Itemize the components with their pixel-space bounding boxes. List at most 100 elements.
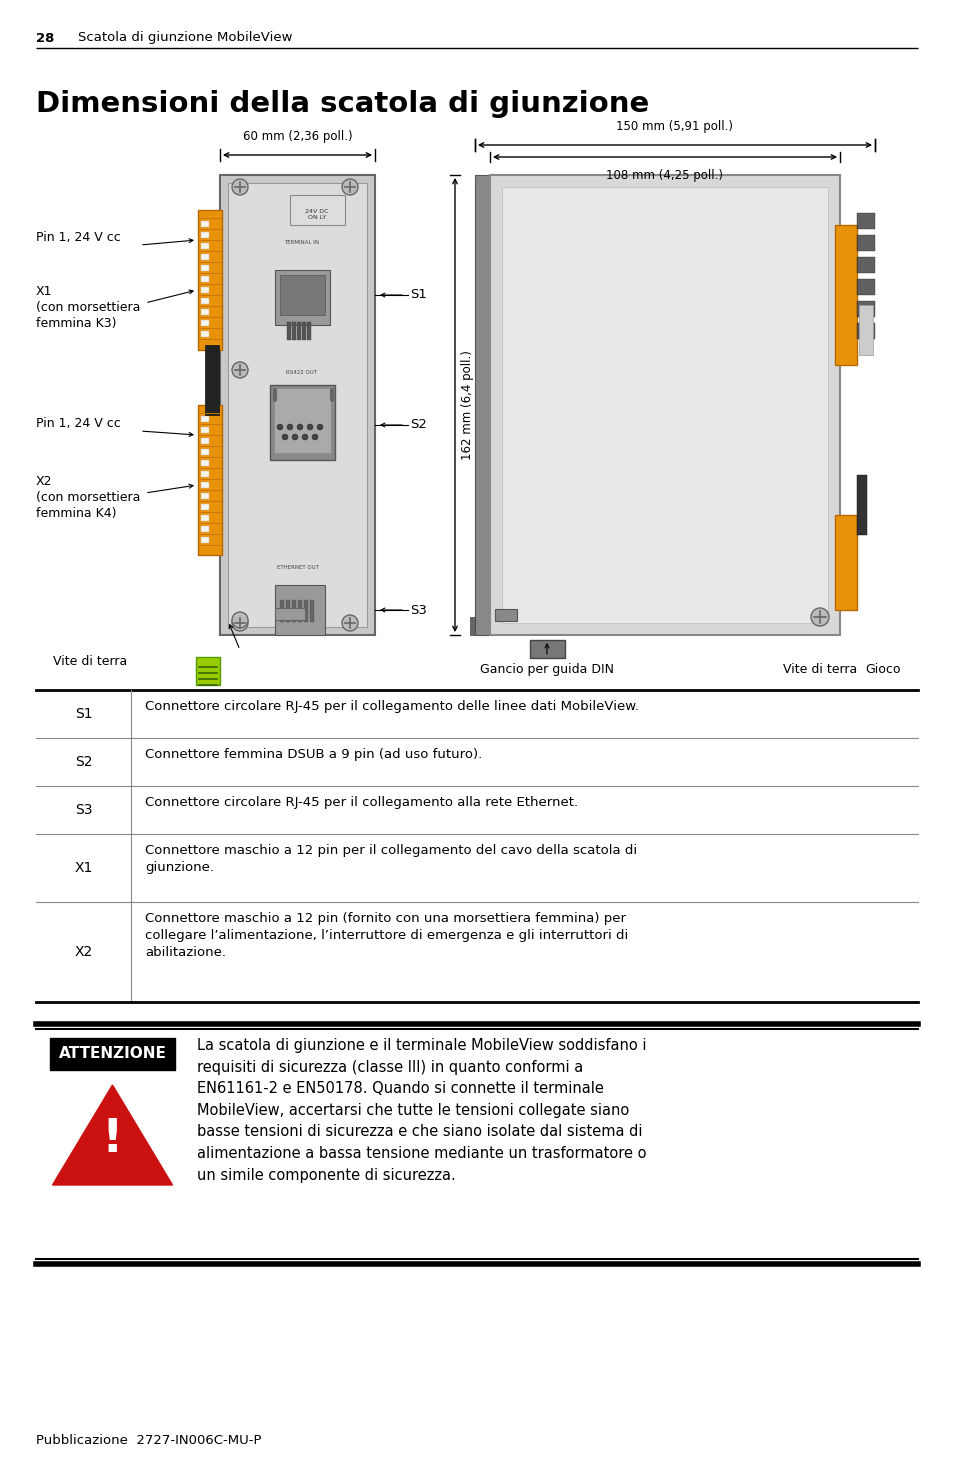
Text: X1: X1 [74, 861, 92, 875]
Bar [201, 288, 209, 294]
Bar [274, 608, 305, 620]
Text: !: ! [102, 1118, 123, 1162]
Circle shape [316, 423, 323, 431]
Bar [856, 301, 874, 317]
Circle shape [296, 423, 303, 431]
Bar [198, 406, 222, 555]
Text: Gancio per guida DIN: Gancio per guida DIN [479, 662, 614, 676]
Bar [495, 609, 517, 621]
Bar [290, 195, 345, 226]
Bar [280, 600, 284, 622]
Circle shape [302, 434, 308, 440]
Bar [834, 515, 856, 611]
Bar [201, 504, 209, 510]
Bar [201, 276, 209, 282]
Bar [856, 212, 874, 229]
Circle shape [232, 361, 248, 378]
Circle shape [307, 423, 313, 431]
Bar [270, 385, 335, 460]
Polygon shape [195, 656, 220, 684]
Text: X1
(con morsettiera
femmina K3): X1 (con morsettiera femmina K3) [36, 285, 140, 330]
Text: Pubblicazione  2727-IN006C-MU-P: Pubblicazione 2727-IN006C-MU-P [36, 1434, 261, 1447]
Bar [201, 266, 209, 271]
Bar [475, 176, 490, 636]
Bar [201, 308, 209, 316]
Text: La scatola di giunzione e il terminale MobileView soddisfano i
requisiti di sicu: La scatola di giunzione e il terminale M… [196, 1038, 646, 1183]
Bar [201, 537, 209, 543]
Text: 162 mm (6,4 poll.): 162 mm (6,4 poll.) [460, 350, 474, 460]
Polygon shape [52, 1086, 172, 1184]
Text: S2: S2 [74, 755, 92, 768]
Bar [296, 322, 301, 341]
Bar [201, 330, 209, 336]
Text: Dimensioni della scatola di giunzione: Dimensioni della scatola di giunzione [36, 90, 649, 118]
Bar [858, 305, 872, 355]
Bar [292, 600, 295, 622]
Circle shape [292, 434, 297, 440]
Text: S1: S1 [410, 289, 426, 301]
Text: X2
(con morsettiera
femmina K4): X2 (con morsettiera femmina K4) [36, 475, 140, 521]
Text: S1: S1 [74, 707, 92, 721]
Bar [50, 1038, 174, 1069]
Bar [310, 600, 314, 622]
Bar [228, 183, 367, 627]
Bar [201, 254, 209, 260]
Bar [220, 176, 375, 636]
Bar [201, 416, 209, 422]
Text: S2: S2 [410, 419, 426, 432]
Bar [280, 274, 325, 316]
Circle shape [810, 608, 828, 625]
Text: RS422 OUT: RS422 OUT [286, 370, 317, 375]
Bar [834, 226, 856, 364]
Bar [307, 322, 311, 341]
Bar [201, 493, 209, 499]
Text: 28: 28 [36, 31, 54, 44]
Text: Connettore circolare RJ-45 per il collegamento delle linee dati MobileView.: Connettore circolare RJ-45 per il colleg… [145, 701, 639, 712]
Circle shape [232, 178, 248, 195]
Bar [274, 270, 330, 324]
Bar [201, 482, 209, 488]
Bar [201, 221, 209, 227]
Text: 60 mm (2,36 poll.): 60 mm (2,36 poll.) [242, 130, 352, 143]
Bar [856, 235, 874, 251]
Text: Pin 1, 24 V cc: Pin 1, 24 V cc [36, 416, 121, 429]
Bar [856, 323, 874, 339]
Bar [205, 345, 219, 414]
Bar [201, 232, 209, 237]
Circle shape [232, 612, 248, 628]
Bar [201, 243, 209, 249]
Text: S3: S3 [410, 603, 426, 617]
Bar [198, 209, 222, 350]
Text: ETHERNET OUT: ETHERNET OUT [276, 565, 318, 569]
Text: S3: S3 [74, 802, 92, 817]
Bar [201, 515, 209, 521]
Bar [201, 527, 209, 532]
Text: Gioco: Gioco [864, 662, 900, 676]
Text: Pin 1, 24 V cc: Pin 1, 24 V cc [36, 230, 121, 243]
Bar [302, 322, 306, 341]
Bar [201, 471, 209, 476]
Bar [530, 640, 564, 658]
Bar [856, 279, 874, 295]
Bar [201, 460, 209, 466]
Bar [201, 426, 209, 434]
Text: Connettore maschio a 12 pin per il collegamento del cavo della scatola di
giunzi: Connettore maschio a 12 pin per il colle… [145, 844, 637, 875]
Bar [292, 322, 295, 341]
Text: 24V DC
ON LY: 24V DC ON LY [305, 209, 329, 220]
Bar [287, 322, 291, 341]
Bar [297, 600, 302, 622]
Circle shape [276, 423, 283, 431]
Text: TERMINAL IN: TERMINAL IN [284, 240, 319, 245]
Text: Vite di terra: Vite di terra [782, 662, 856, 676]
Bar [304, 600, 308, 622]
Text: Scatola di giunzione MobileView: Scatola di giunzione MobileView [78, 31, 293, 44]
Bar [201, 448, 209, 454]
Circle shape [312, 434, 317, 440]
Text: X2: X2 [74, 945, 92, 959]
Text: Connettore maschio a 12 pin (fornito con una morsettiera femmina) per
collegare : Connettore maschio a 12 pin (fornito con… [145, 912, 628, 959]
Circle shape [341, 178, 357, 195]
Circle shape [232, 615, 248, 631]
Text: 108 mm (4,25 poll.): 108 mm (4,25 poll.) [606, 170, 722, 181]
Bar [856, 475, 866, 535]
Bar [286, 600, 290, 622]
